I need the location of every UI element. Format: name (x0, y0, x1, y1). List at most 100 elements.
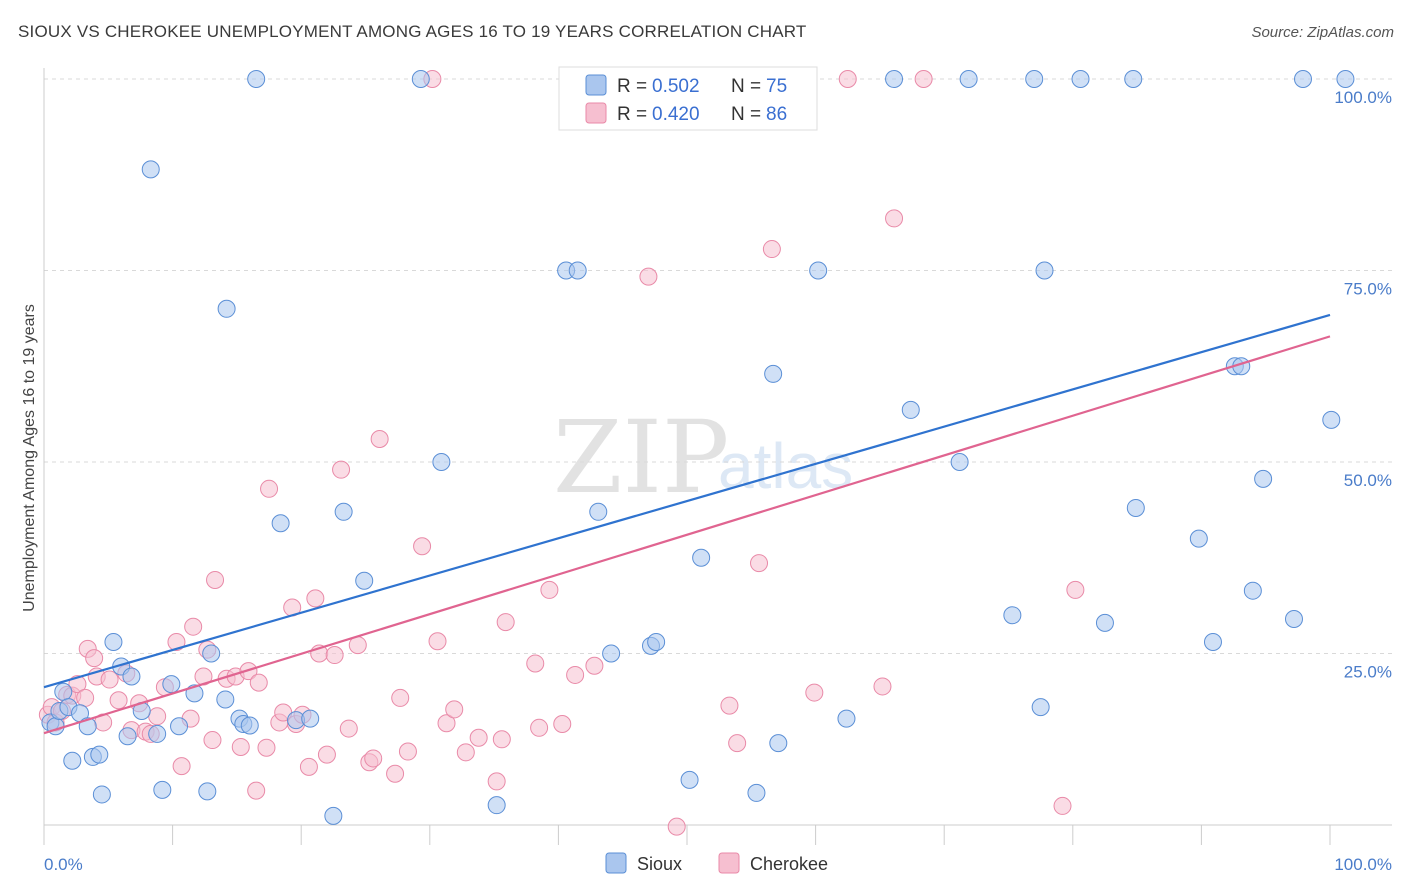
sioux-point (764, 364, 783, 383)
cherokee-point (172, 757, 191, 776)
x-tick-label-max: 100.0% (1334, 855, 1392, 874)
legend-sioux-swatch (585, 74, 607, 96)
sioux-point (837, 709, 856, 728)
sioux-point (301, 709, 320, 728)
y-tick-label: 25.0% (1344, 663, 1392, 682)
cherokee-point (838, 70, 857, 88)
cherokee-point (720, 696, 739, 715)
cherokee-point (231, 737, 250, 756)
sioux-point (769, 734, 788, 753)
legend-cherokee-n-value: 86 (766, 104, 787, 125)
sioux-point (1095, 613, 1114, 632)
cherokee-point (317, 745, 336, 764)
cherokee-point (203, 731, 222, 750)
cherokee-point (667, 817, 686, 836)
sioux-point (411, 70, 430, 88)
legend-cherokee-n-label: N = (731, 104, 761, 125)
sioux-point (104, 633, 123, 652)
sioux-point (271, 514, 290, 533)
cherokee-point (148, 707, 167, 726)
sioux-point (92, 785, 111, 804)
sioux-point (1189, 529, 1208, 548)
x-ticks (43, 825, 1331, 845)
cherokee-point (762, 240, 781, 259)
sioux-point (63, 751, 82, 770)
cherokee-trendline (43, 335, 1331, 735)
cherokee-point (437, 714, 456, 733)
sioux-point (216, 690, 235, 709)
cherokee-point (566, 665, 585, 684)
gridlines (44, 78, 1392, 654)
cherokee-point (445, 700, 464, 719)
sioux-point (1336, 70, 1355, 88)
cherokee-point (526, 654, 545, 673)
sioux-point (568, 261, 587, 280)
cherokee-point (249, 673, 268, 692)
sioux-point (148, 724, 167, 743)
sioux-point (1025, 70, 1044, 88)
sioux-point (1031, 698, 1050, 717)
sioux-point (885, 70, 904, 88)
cherokee-point (184, 617, 203, 636)
cherokee-point (257, 738, 276, 757)
sioux-point (647, 633, 666, 652)
sioux-point (1124, 70, 1143, 88)
y-axis-label: Unemployment Among Ages 16 to 19 years (21, 304, 38, 612)
chart-source: Source: ZipAtlas.com (1251, 24, 1394, 41)
legend: R = 0.502 N = 75 R = 0.420 N = 86 (558, 66, 818, 131)
cherokee-point (1053, 796, 1072, 815)
sioux-point (432, 453, 451, 471)
cherokee-point (364, 749, 383, 768)
cherokee-point (306, 589, 325, 608)
cherokee-point (492, 730, 511, 749)
sioux-point (602, 644, 621, 663)
sioux-point (217, 299, 236, 318)
cherokee-point (299, 757, 318, 776)
watermark-atlas: atlas (718, 430, 853, 502)
cherokee-point (469, 728, 488, 747)
legend-sioux-r-value: 0.502 (652, 76, 700, 97)
sioux-point (153, 780, 172, 799)
cherokee-point (553, 714, 572, 733)
trendlines (43, 313, 1331, 735)
sioux-point (1035, 261, 1054, 280)
sioux-point (162, 675, 181, 694)
sioux-point (54, 682, 73, 701)
chart-title: SIOUX VS CHEROKEE UNEMPLOYMENT AMONG AGE… (18, 22, 807, 41)
cherokee-point (260, 479, 279, 498)
cherokee-point (487, 772, 506, 791)
cherokee-point (386, 764, 405, 783)
y-tick-label: 50.0% (1344, 471, 1392, 490)
cherokee-point (1066, 580, 1085, 599)
cherokee-point (370, 430, 389, 449)
sioux-point (1071, 70, 1090, 88)
sioux-point (198, 782, 217, 801)
legend-cherokee-r-label: R = (617, 104, 647, 125)
cherokee-point (728, 734, 747, 753)
sioux-trendline (43, 313, 1331, 689)
sioux-point (1203, 633, 1222, 652)
bottom-legend-cherokee-label: Cherokee (750, 854, 828, 874)
sioux-point (959, 70, 978, 88)
sioux-point (680, 770, 699, 789)
watermark-zip: ZIP (553, 399, 729, 516)
sioux-point (141, 160, 160, 179)
sioux-point (324, 806, 343, 825)
sioux-point (334, 502, 353, 521)
cherokee-point (85, 649, 104, 668)
cherokee-point (206, 570, 225, 589)
cherokee-point (247, 781, 266, 800)
cherokee-point (914, 70, 933, 88)
cherokee-point (398, 742, 417, 761)
x-tick-label-min: 0.0% (44, 855, 83, 874)
bottom-legend-cherokee-swatch (718, 852, 740, 874)
cherokee-point (585, 656, 604, 675)
axes (43, 68, 1392, 826)
sioux-point (240, 716, 259, 735)
cherokee-point (428, 632, 447, 651)
sioux-point (1126, 498, 1145, 517)
cherokee-point (332, 460, 351, 479)
legend-cherokee-swatch (585, 102, 607, 124)
cherokee-point (750, 554, 769, 573)
cherokee-point (639, 267, 658, 286)
